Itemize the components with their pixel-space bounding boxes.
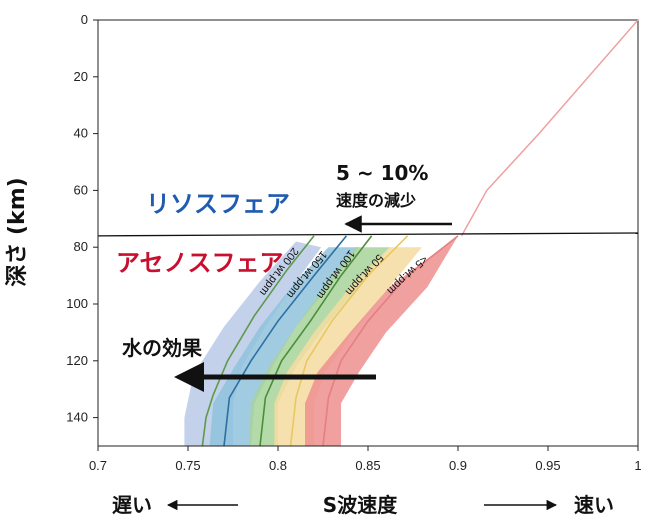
x-tick-label: 0.95 <box>535 458 560 473</box>
fast-label: 速い <box>574 493 614 517</box>
reduction-percent: 5 ~ 10% <box>336 161 428 185</box>
lithosphere-asthenosphere-boundary <box>97 232 639 237</box>
water-effect-label: 水の効果 <box>122 336 202 360</box>
x-tick-label: 1 <box>634 458 641 473</box>
x-tick-label: 0.85 <box>355 458 380 473</box>
y-axis-label: 深さ (km) <box>5 177 30 286</box>
band-2 <box>249 247 390 446</box>
slow-label: 遅い <box>112 493 152 517</box>
lithosphere-label: リソスフェア <box>146 190 290 218</box>
x-axis-label: S波速度 <box>323 493 398 517</box>
y-tick-label: 60 <box>74 182 88 197</box>
y-tick-label: 0 <box>81 12 88 27</box>
velocity-bands <box>184 235 458 446</box>
band-4 <box>305 235 458 446</box>
series-line-2 <box>259 235 373 447</box>
axis-ticks: 0.7 0.75 0.8 0.85 0.9 0.95 1 0 20 40 60 80 100 120 140 <box>66 12 641 473</box>
series-line-3 <box>289 235 409 447</box>
x-tick-label: 0.9 <box>449 458 467 473</box>
y-tick-label: 20 <box>74 69 88 84</box>
reduction-label: 速度の減少 <box>336 191 416 210</box>
series-line-1 <box>223 235 348 447</box>
x-tick-label: 0.7 <box>89 458 107 473</box>
series-line-0 <box>201 235 315 447</box>
series-lines <box>201 235 459 447</box>
y-tick-label: 120 <box>66 353 88 368</box>
y-tick-label: 40 <box>74 126 88 141</box>
series-line-4 <box>322 235 459 447</box>
y-tick-label: 100 <box>66 296 88 311</box>
reference-velocity-curve <box>460 19 639 237</box>
x-tick-label: 0.75 <box>175 458 200 473</box>
y-tick-label: 80 <box>74 239 88 254</box>
asthenosphere-label: アセノスフェア <box>116 249 284 277</box>
x-tick-label: 0.8 <box>269 458 287 473</box>
y-tick-label: 140 <box>66 410 88 425</box>
